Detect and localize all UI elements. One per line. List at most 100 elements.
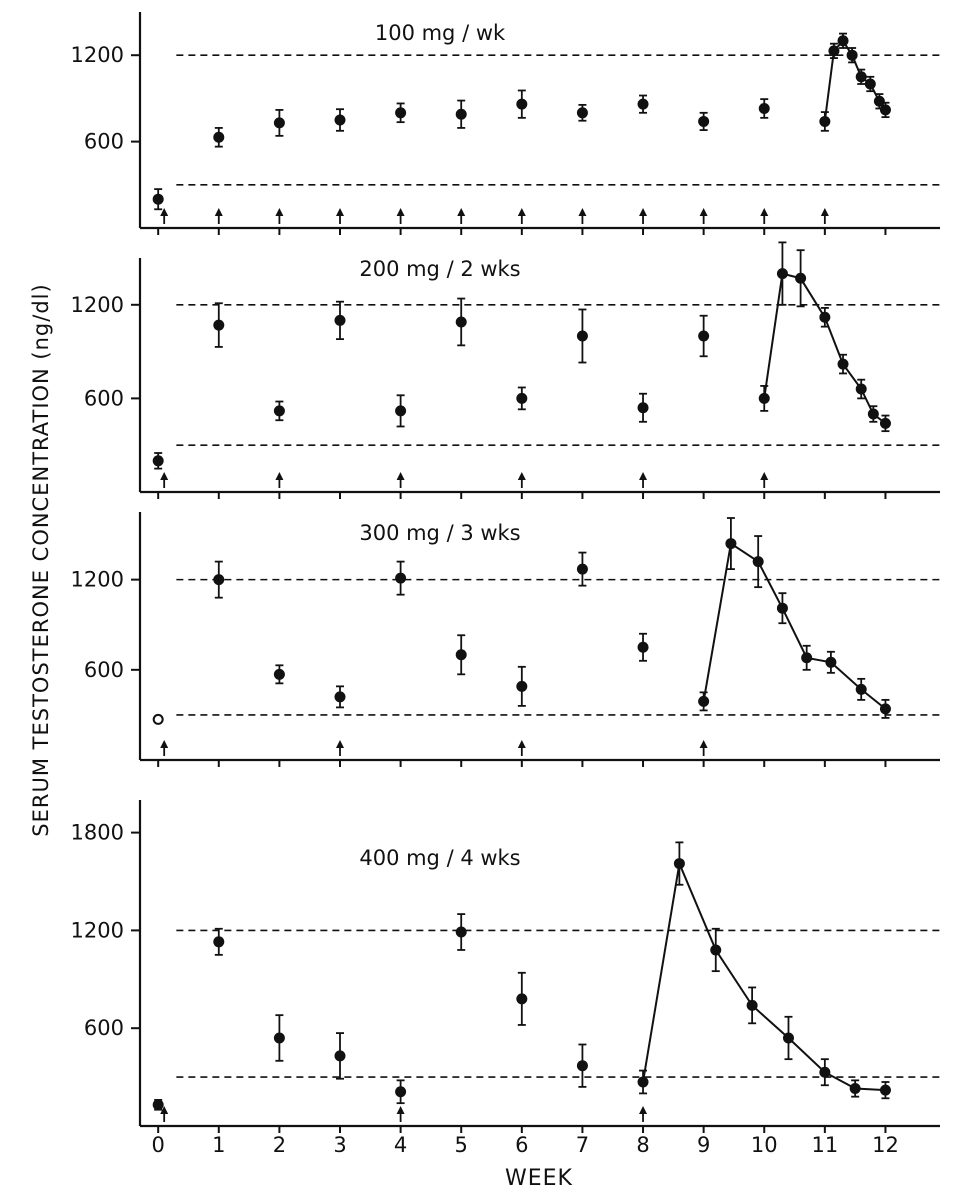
data-point xyxy=(334,1050,346,1062)
panel-4: 600 1200 1800 400 mg / 4 wks xyxy=(71,800,940,1133)
data-point xyxy=(698,115,710,127)
data-point xyxy=(819,1066,831,1078)
data-point xyxy=(795,272,807,284)
data-point xyxy=(152,193,164,205)
data-point xyxy=(725,538,737,550)
x-tick-label: 4 xyxy=(394,1133,407,1157)
data-point xyxy=(334,691,346,703)
injection-arrowhead xyxy=(214,208,223,216)
x-tick-label: 11 xyxy=(811,1133,838,1157)
y-tick-label: 600 xyxy=(84,1016,124,1040)
data-point xyxy=(879,1084,891,1096)
data-point xyxy=(576,563,588,575)
y-tick-label: 1200 xyxy=(71,568,124,592)
x-tick-label: 12 xyxy=(872,1133,899,1157)
data-point xyxy=(273,668,285,680)
data-point xyxy=(776,268,788,280)
y-tick-label: 1800 xyxy=(71,821,124,845)
injection-arrowhead xyxy=(699,740,708,748)
data-point xyxy=(879,703,891,715)
data-point xyxy=(849,1083,861,1095)
y-tick-label: 600 xyxy=(84,658,124,682)
data-point xyxy=(395,107,407,119)
data-point xyxy=(782,1032,794,1044)
data-point xyxy=(273,1032,285,1044)
data-point xyxy=(516,680,528,692)
injection-arrowhead xyxy=(517,740,526,748)
data-point xyxy=(758,392,770,404)
data-point xyxy=(516,98,528,110)
data-point xyxy=(828,45,840,57)
data-point xyxy=(855,683,867,695)
injection-arrowhead xyxy=(517,208,526,216)
x-tick-label: 10 xyxy=(751,1133,778,1157)
data-point xyxy=(637,641,649,653)
panel-3: 600 1200 300 mg / 3 wks xyxy=(71,512,940,767)
data-point xyxy=(710,944,722,956)
y-tick-label: 600 xyxy=(84,386,124,410)
injection-arrowhead xyxy=(396,472,405,480)
panel-title: 300 mg / 3 wks xyxy=(359,521,520,545)
injection-arrowhead xyxy=(160,740,169,748)
data-point xyxy=(213,131,225,143)
data-point xyxy=(698,330,710,342)
data-point xyxy=(213,319,225,331)
injection-arrowhead xyxy=(275,472,284,480)
data-point xyxy=(864,78,876,90)
data-point xyxy=(273,405,285,417)
injection-arrowhead xyxy=(639,208,648,216)
injection-arrowhead xyxy=(820,208,829,216)
data-point xyxy=(837,35,849,47)
injection-arrowhead xyxy=(578,208,587,216)
data-point xyxy=(746,999,758,1011)
data-point xyxy=(395,1086,407,1098)
injection-arrowhead xyxy=(160,1106,169,1114)
data-point xyxy=(576,107,588,119)
x-axis-label: WEEK xyxy=(505,1166,573,1191)
data-point xyxy=(637,1076,649,1088)
data-point xyxy=(637,402,649,414)
x-tick-label: 2 xyxy=(273,1133,286,1157)
data-point xyxy=(855,71,867,83)
data-point xyxy=(879,104,891,116)
y-tick-label: 1200 xyxy=(71,293,124,317)
y-tick-label: 1200 xyxy=(71,43,124,67)
data-point xyxy=(213,574,225,586)
injection-arrowhead xyxy=(760,472,769,480)
data-point xyxy=(752,556,764,568)
injection-arrowhead xyxy=(396,1106,405,1114)
injection-arrowhead xyxy=(336,208,344,216)
y-tick-label: 600 xyxy=(84,130,124,154)
data-point xyxy=(776,602,788,614)
data-point xyxy=(152,713,164,725)
injection-arrowhead xyxy=(160,472,169,480)
data-point xyxy=(516,392,528,404)
panel-title: 100 mg / wk xyxy=(375,21,506,45)
data-point xyxy=(455,926,467,938)
data-point xyxy=(879,417,891,429)
panel-2: 600 1200 200 mg / 2 wks xyxy=(71,241,940,499)
data-point xyxy=(152,455,164,467)
x-tick-label: 7 xyxy=(576,1133,589,1157)
data-point xyxy=(758,102,770,114)
injection-arrowhead xyxy=(336,740,344,748)
injection-arrowhead xyxy=(457,208,466,216)
injection-arrowhead xyxy=(517,472,526,480)
x-tick-label: 6 xyxy=(515,1133,528,1157)
injection-arrowhead xyxy=(699,208,708,216)
data-point xyxy=(455,108,467,120)
y-tick-label: 1200 xyxy=(71,918,124,942)
panel-title: 400 mg / 4 wks xyxy=(359,846,520,870)
data-point xyxy=(801,652,813,664)
data-point xyxy=(576,1060,588,1072)
data-point xyxy=(846,49,858,61)
panel-title: 200 mg / 2 wks xyxy=(359,257,520,281)
x-tick-label: 9 xyxy=(697,1133,710,1157)
data-point xyxy=(819,115,831,127)
x-tick-label: 0 xyxy=(151,1133,164,1157)
x-tick-label: 1 xyxy=(212,1133,225,1157)
data-point xyxy=(698,695,710,707)
data-point xyxy=(576,330,588,342)
injection-arrowhead xyxy=(160,208,169,216)
